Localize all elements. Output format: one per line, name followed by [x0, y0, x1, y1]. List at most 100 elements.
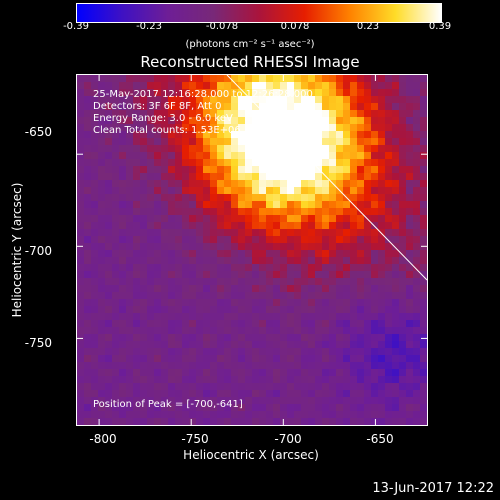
heatmap-cell: [252, 418, 260, 425]
heatmap-cell: [294, 103, 302, 111]
y-axis-label: Heliocentric Y (arcsec): [10, 182, 24, 318]
heatmap-cell: [196, 103, 204, 111]
heatmap-cell: [189, 75, 197, 83]
heatmap-cell: [203, 208, 211, 216]
heatmap-cell: [105, 89, 113, 97]
heatmap-cell: [126, 390, 134, 398]
heatmap-cell: [105, 75, 113, 83]
heatmap-cell: [252, 103, 260, 111]
heatmap-cell: [280, 383, 288, 391]
heatmap-cell: [161, 236, 169, 244]
heatmap-cell: [259, 187, 267, 195]
heatmap-cell: [378, 397, 386, 405]
heatmap-cell: [357, 96, 365, 104]
heatmap-cell: [287, 334, 295, 342]
heatmap-cell: [420, 271, 427, 279]
heatmap-cell: [406, 292, 414, 300]
heatmap-cell: [238, 271, 246, 279]
heatmap-cell: [350, 369, 358, 377]
heatmap-cell: [140, 187, 148, 195]
heatmap-cell: [91, 299, 99, 307]
heatmap-cell: [301, 264, 309, 272]
heatmap-cell: [217, 180, 225, 188]
heatmap-cell: [147, 131, 155, 139]
heatmap-cell: [273, 229, 281, 237]
heatmap-cell: [175, 250, 183, 258]
heatmap-cell: [217, 362, 225, 370]
heatmap-cell: [231, 243, 239, 251]
x-tick-label: -650: [366, 432, 394, 446]
heatmap-cell: [399, 292, 407, 300]
heatmap-cell: [84, 96, 92, 104]
heatmap-cell: [329, 355, 337, 363]
heatmap-cell: [336, 75, 344, 83]
heatmap-cell: [182, 138, 190, 146]
heatmap-cell: [322, 264, 330, 272]
heatmap-cell: [280, 215, 288, 223]
heatmap-cell: [105, 152, 113, 160]
heatmap-cell: [238, 159, 246, 167]
heatmap-cell: [371, 320, 379, 328]
heatmap-cell: [252, 208, 260, 216]
heatmap-cell: [119, 334, 127, 342]
heatmap-cell: [168, 390, 176, 398]
heatmap-cell: [308, 369, 316, 377]
heatmap-cell: [189, 138, 197, 146]
heatmap-cell: [77, 103, 85, 111]
heatmap-cell: [224, 96, 232, 104]
heatmap-cell: [210, 103, 218, 111]
heatmap-cell: [357, 82, 365, 90]
heatmap-cell: [203, 264, 211, 272]
heatmap-cell: [259, 159, 267, 167]
heatmap-cell: [336, 82, 344, 90]
heatmap-cell: [322, 348, 330, 356]
heatmap-cell: [182, 215, 190, 223]
heatmap-cell: [294, 89, 302, 97]
heatmap-cell: [182, 369, 190, 377]
heatmap-cell: [259, 110, 267, 118]
heatmap-cell: [91, 376, 99, 384]
heatmap-cell: [420, 187, 427, 195]
heatmap-cell: [224, 110, 232, 118]
heatmap-cell: [294, 299, 302, 307]
heatmap-cell: [343, 390, 351, 398]
heatmap-cell: [210, 250, 218, 258]
heatmap-cell: [406, 411, 414, 419]
heatmap-cell: [294, 173, 302, 181]
heatmap-cell: [196, 187, 204, 195]
heatmap-cell: [371, 145, 379, 153]
heatmap-cell: [259, 145, 267, 153]
heatmap-cell: [399, 299, 407, 307]
heatmap-cell: [175, 152, 183, 160]
heatmap-cell: [364, 229, 372, 237]
heatmap-cell: [112, 180, 120, 188]
heatmap-cell: [392, 264, 400, 272]
heatmap-cell: [217, 243, 225, 251]
heatmap-cell: [189, 397, 197, 405]
heatmap-cell: [112, 159, 120, 167]
heatmap-cell: [245, 194, 253, 202]
heatmap-cell: [371, 152, 379, 160]
heatmap-cell: [105, 362, 113, 370]
heatmap-cell: [161, 250, 169, 258]
heatmap-cell: [105, 390, 113, 398]
heatmap-cell: [406, 152, 414, 160]
colorbar-unit: (photons cm⁻² s⁻¹ asec⁻²): [185, 39, 315, 50]
heatmap-cell: [385, 257, 393, 265]
heatmap-cell: [112, 362, 120, 370]
heatmap-cell: [413, 264, 421, 272]
heatmap-cell: [133, 313, 141, 321]
heatmap-cell: [336, 383, 344, 391]
heatmap-cell: [413, 180, 421, 188]
heatmap-cell: [168, 397, 176, 405]
heatmap-cell: [308, 180, 316, 188]
heatmap-cell: [161, 159, 169, 167]
heatmap-cell: [210, 145, 218, 153]
heatmap-cell: [98, 362, 106, 370]
heatmap-cell: [301, 313, 309, 321]
heatmap-cell: [203, 222, 211, 230]
heatmap-cell: [308, 271, 316, 279]
heatmap-cell: [287, 243, 295, 251]
heatmap-cell: [98, 397, 106, 405]
heatmap-cell: [91, 201, 99, 209]
